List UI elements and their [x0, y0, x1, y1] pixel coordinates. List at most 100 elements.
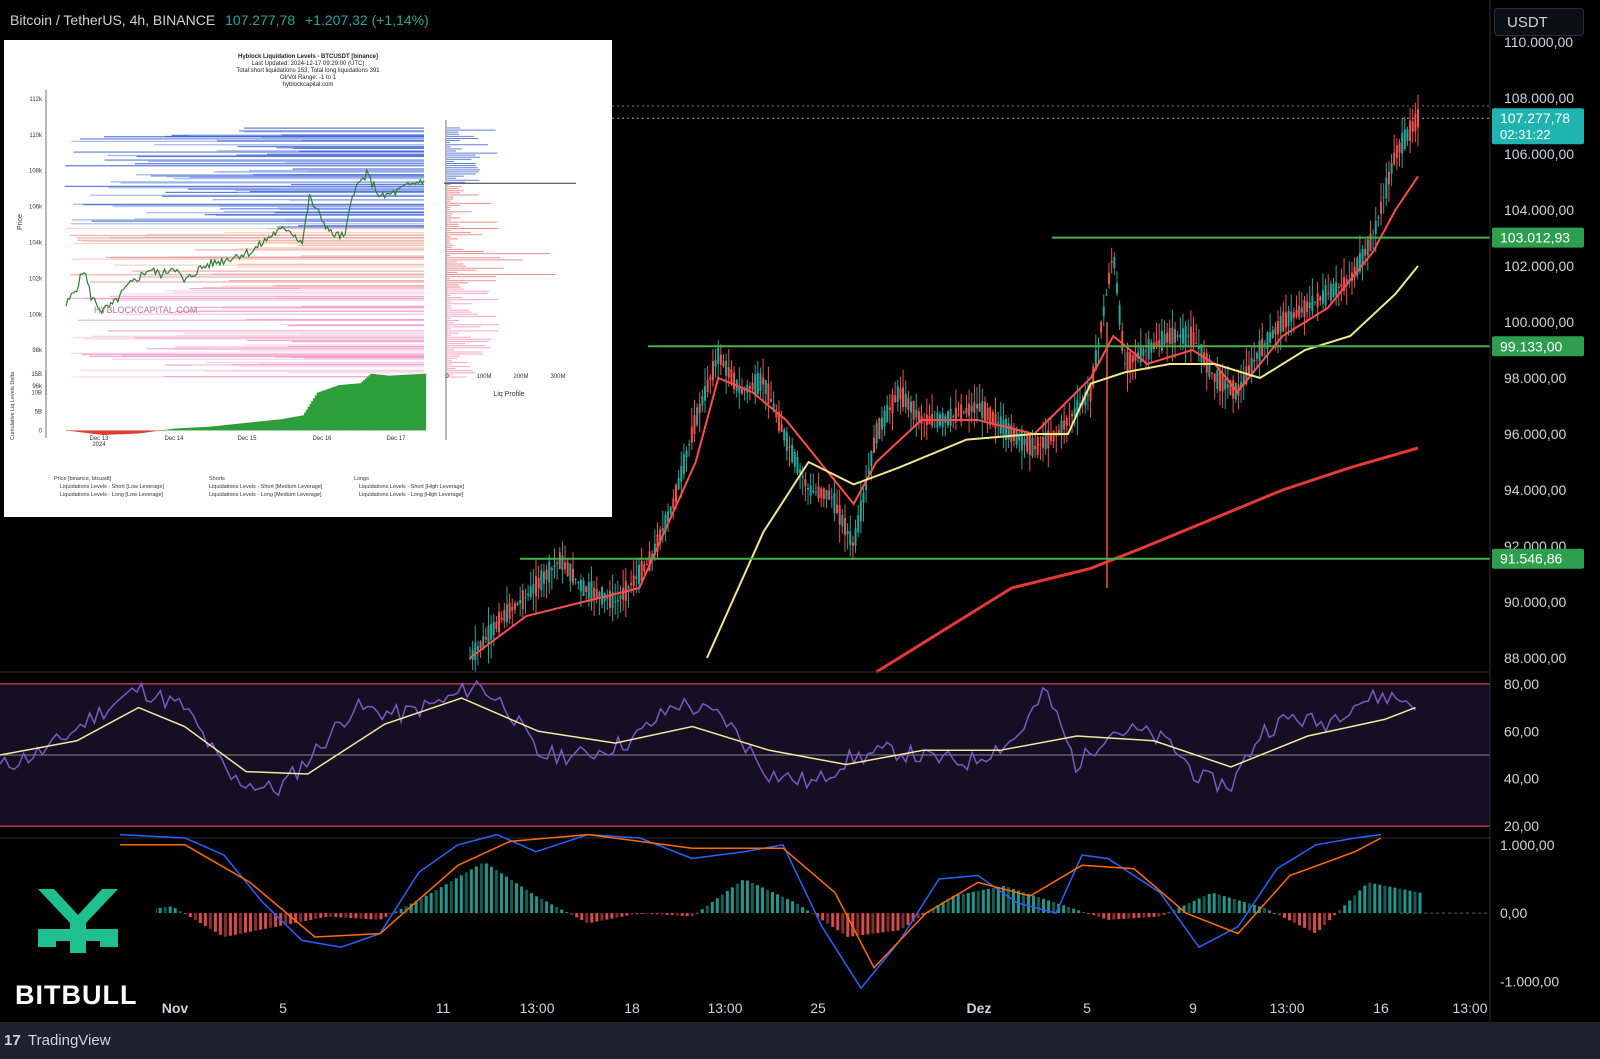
candle-body	[1364, 248, 1367, 256]
macd-hist-bar	[1147, 913, 1151, 918]
candle-body	[775, 411, 778, 418]
candle-body	[1226, 384, 1229, 388]
candle-body	[857, 515, 860, 533]
delta-bar	[304, 412, 307, 431]
candle-body	[469, 657, 471, 659]
macd-hist-bar	[550, 904, 554, 914]
macd-hist-bar	[389, 913, 393, 915]
macd-hist-bar	[1277, 913, 1281, 916]
delta-bar	[155, 430, 158, 432]
macd-hist-bar	[811, 913, 815, 915]
rsi-pane[interactable]	[0, 671, 1490, 827]
time-tick-label: 13:00	[1269, 1000, 1304, 1016]
delta-bar	[296, 416, 300, 431]
candle-body	[759, 373, 762, 391]
macd-hist-bar	[213, 913, 217, 932]
candle-body	[1292, 312, 1295, 318]
macd-hist-bar	[871, 913, 875, 934]
macd-hist-bar	[504, 876, 508, 914]
candle-body	[582, 580, 585, 596]
candle-body	[1026, 435, 1029, 452]
macd-hist-bar	[1237, 900, 1241, 914]
macd-tick-label: 1.000,00	[1500, 837, 1555, 853]
candle-body	[814, 491, 817, 493]
candle-body	[1211, 372, 1214, 374]
candle-body	[1269, 332, 1272, 343]
macd-hist-bar	[911, 913, 915, 922]
macd-hist-bar	[755, 885, 759, 914]
price-axis[interactable]: 110.000,00 108.000,00 106.000,00 104.000,00…	[1492, 34, 1584, 989]
candle-body	[1250, 358, 1253, 373]
delta-bar	[126, 430, 130, 434]
delta-bar	[164, 429, 167, 431]
delta-bar	[207, 426, 210, 431]
macd-hist-bar	[836, 913, 840, 931]
candle-body	[556, 562, 559, 565]
macd-hist-bar	[700, 909, 704, 914]
delta-bar	[305, 409, 309, 431]
macd-hist-bar	[645, 913, 649, 915]
macd-hist-bar	[1222, 896, 1226, 914]
delta-bar	[300, 415, 303, 431]
macd-hist-bar	[781, 896, 785, 914]
candle-body	[1398, 142, 1401, 153]
candle-body	[1113, 256, 1116, 268]
delta-bar	[287, 417, 291, 431]
macd-hist-bar	[1328, 913, 1332, 921]
delta-bar	[82, 430, 85, 433]
candle-body	[1205, 353, 1208, 373]
delta-bar	[76, 430, 79, 432]
candle-body	[1382, 197, 1385, 199]
candle-body	[682, 454, 685, 474]
delta-bar	[280, 419, 283, 431]
time-tick-label: 5	[1083, 1000, 1091, 1016]
delta-bar	[314, 395, 318, 431]
macd-hist-bar	[941, 901, 945, 914]
candle-body	[946, 411, 949, 426]
delta-bar	[98, 430, 101, 435]
delta-bar	[250, 422, 253, 431]
candle-body	[484, 637, 487, 640]
delta-bar	[262, 421, 266, 431]
time-axis[interactable]: Nov 5 11 13:00 18 13:00 25 Dez 5 9 13:00 16 13:00	[162, 0, 1491, 1022]
candle-body	[1200, 344, 1203, 363]
macd-hist-bar	[259, 913, 263, 930]
macd-hist-bar	[1112, 913, 1116, 920]
price-pane[interactable]	[469, 94, 1490, 674]
macd-hist-bar	[695, 912, 699, 914]
delta-bar	[406, 374, 409, 431]
level-label: 91.546,86	[1500, 551, 1562, 567]
candle-body	[1321, 290, 1324, 304]
delta-bar	[416, 374, 420, 431]
macd-hist-bar	[1388, 886, 1392, 914]
delta-bar	[137, 430, 140, 434]
candle-body	[1266, 332, 1269, 350]
macd-hist-bar	[1037, 897, 1041, 914]
macd-hist-bar	[630, 913, 634, 915]
delta-bar	[132, 430, 135, 434]
delta-bar	[139, 430, 142, 434]
candle-body	[706, 379, 709, 393]
delta-bar	[150, 430, 153, 432]
time-tick-label: 18	[624, 1000, 640, 1016]
candle-body	[799, 469, 802, 473]
delta-bar	[234, 424, 237, 431]
candle-body	[1298, 305, 1301, 318]
candle-body	[899, 388, 902, 400]
price-tick-label: 100.000,00	[1504, 314, 1574, 330]
delta-bar	[266, 420, 269, 431]
currency-button[interactable]: USDT	[1494, 8, 1584, 36]
candle-body	[949, 408, 952, 426]
price-tick-label: 108.000,00	[1504, 90, 1574, 106]
macd-hist-bar	[1338, 910, 1342, 914]
candle-body	[1184, 325, 1187, 347]
rsi-tick-label: 40,00	[1504, 771, 1539, 787]
candle-body	[622, 587, 625, 601]
delta-bar	[205, 426, 208, 431]
delta-bar	[160, 430, 164, 431]
macd-hist-bar	[851, 913, 855, 937]
macd-pane[interactable]	[0, 833, 1490, 990]
delta-bar	[92, 430, 96, 434]
macd-hist-bar	[575, 913, 579, 918]
